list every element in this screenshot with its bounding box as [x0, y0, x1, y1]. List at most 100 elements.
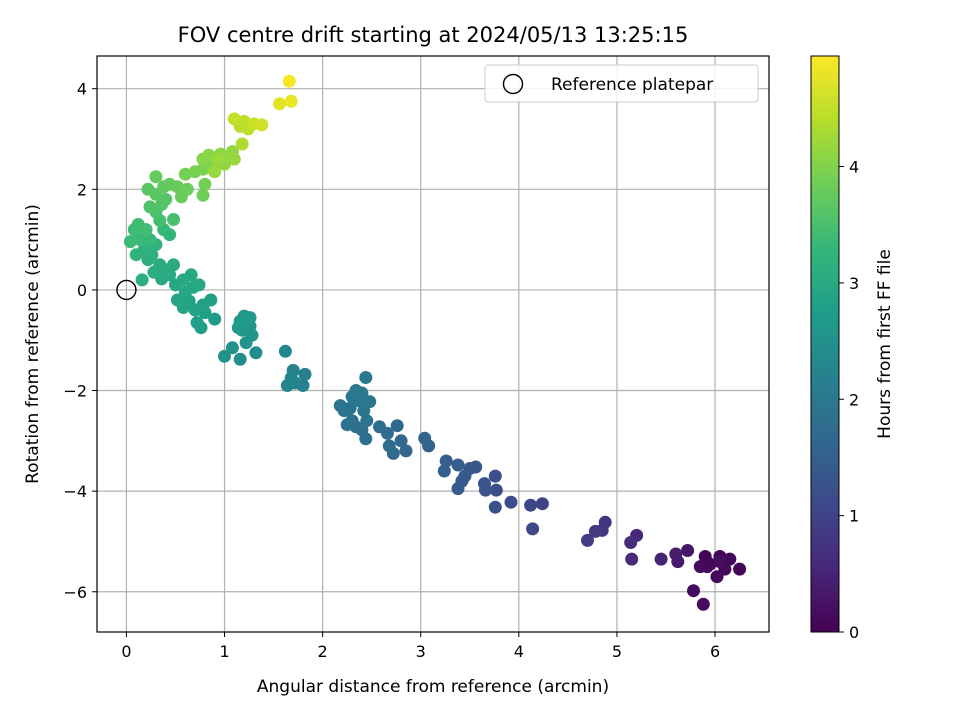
scatter-point — [170, 180, 184, 194]
scatter-point — [488, 469, 502, 483]
scatter-point — [588, 524, 602, 538]
scatter-point — [233, 352, 247, 366]
scatter-point — [143, 233, 157, 247]
colorbar-ticks: 0 1 2 3 4 — [839, 158, 859, 642]
scatter-point — [489, 483, 503, 497]
scatter-point — [439, 454, 453, 468]
colorbar-tick-label: 0 — [849, 623, 859, 642]
scatter-point — [451, 482, 465, 496]
scatter-point — [180, 182, 194, 196]
colorbar-tick-label: 3 — [849, 274, 859, 293]
scatter-point — [479, 483, 492, 497]
scatter-point — [284, 94, 298, 108]
scatter-point — [624, 536, 638, 549]
scatter-point — [359, 371, 373, 384]
x-axis-label: Angular distance from reference (arcmin) — [257, 677, 609, 697]
x-tick-label: 0 — [121, 642, 131, 661]
y-tick-label: −6 — [63, 583, 87, 602]
scatter-point — [129, 248, 143, 262]
scatter-point — [654, 552, 668, 566]
scatter-point — [139, 223, 153, 237]
legend-entry-reference: Reference platepar — [551, 75, 713, 95]
colorbar-tick-label: 2 — [849, 390, 859, 409]
scatter-point — [249, 346, 263, 360]
scatter-point — [208, 312, 222, 326]
scatter-point — [133, 233, 147, 247]
scatter-point — [235, 137, 249, 151]
scatter-point — [710, 570, 724, 584]
plot-frame — [96, 55, 770, 633]
scatter-point — [345, 390, 359, 404]
scatter-point — [373, 420, 386, 434]
y-tick-label: 4 — [77, 80, 87, 99]
scatter-point — [282, 74, 296, 88]
colorbar-tick-label: 1 — [849, 507, 859, 526]
scatter-point — [198, 177, 212, 191]
x-tick-label: 6 — [710, 642, 720, 661]
colorbar: 0 1 2 3 4 Hours from first FF file — [810, 55, 895, 642]
scatter-point — [231, 321, 245, 335]
legend: Reference platepar — [484, 64, 759, 103]
scatter-point — [687, 584, 700, 598]
scatter-point — [208, 165, 222, 179]
reference-layer — [116, 279, 137, 301]
y-tick-label: −4 — [63, 482, 87, 501]
scatter-point — [723, 552, 737, 566]
scatter-point — [390, 419, 404, 433]
scatter-point — [488, 500, 502, 514]
y-tick-label: 0 — [77, 281, 87, 300]
scatter-point — [227, 152, 241, 166]
scatter-point — [437, 464, 451, 478]
scatter-point — [340, 418, 354, 432]
x-tick-label: 4 — [514, 642, 524, 661]
scatter-point — [273, 97, 286, 111]
scatter-point — [733, 562, 747, 576]
scatter-point — [360, 414, 374, 428]
scatter-point — [355, 386, 369, 400]
scatter-point — [382, 439, 396, 453]
scatter-point — [143, 200, 157, 214]
scatter-point — [298, 367, 312, 381]
scatter-point — [169, 278, 182, 292]
x-tick-label: 2 — [318, 642, 328, 661]
x-tick-label: 5 — [612, 642, 622, 661]
scatter-point — [167, 213, 180, 226]
scatter-point — [147, 265, 161, 279]
x-tick-label: 1 — [219, 642, 229, 661]
y-tick-label: −2 — [63, 382, 87, 401]
scatter-point — [141, 182, 155, 196]
y-axis-label: Rotation from reference (arcmin) — [23, 204, 43, 484]
scatter-point — [178, 167, 192, 181]
scatter-point — [212, 152, 226, 166]
scatter-point — [202, 148, 216, 162]
scatter-point — [713, 555, 727, 569]
scatter-point — [524, 498, 538, 512]
scatter-point — [237, 114, 251, 128]
scatter-points — [123, 74, 747, 611]
scatter-point — [451, 458, 465, 472]
legend-box — [484, 64, 759, 103]
scatter-point — [696, 597, 710, 611]
scatter-point — [669, 547, 683, 561]
chart-title: FOV centre drift starting at 2024/05/13 … — [178, 23, 689, 47]
scatter-point — [243, 311, 257, 325]
scatter-point — [159, 192, 173, 206]
scatter-point — [333, 399, 347, 413]
colorbar-label: Hours from first FF file — [875, 249, 895, 439]
scatter-point — [504, 495, 518, 509]
scatter-point — [625, 552, 639, 566]
grid-lines — [97, 56, 769, 632]
scatter-point — [535, 497, 549, 511]
x-tick-label: 3 — [416, 642, 426, 661]
legend-reference-marker — [502, 73, 524, 95]
colorbar-gradient — [810, 55, 840, 633]
scatter-point — [526, 522, 540, 536]
scatter-point — [394, 434, 408, 448]
scatter-point — [135, 273, 149, 287]
scatter-point — [196, 188, 210, 202]
scatter-point — [278, 344, 292, 358]
reference-platepar-marker — [116, 279, 137, 301]
scatter-point — [225, 341, 239, 355]
